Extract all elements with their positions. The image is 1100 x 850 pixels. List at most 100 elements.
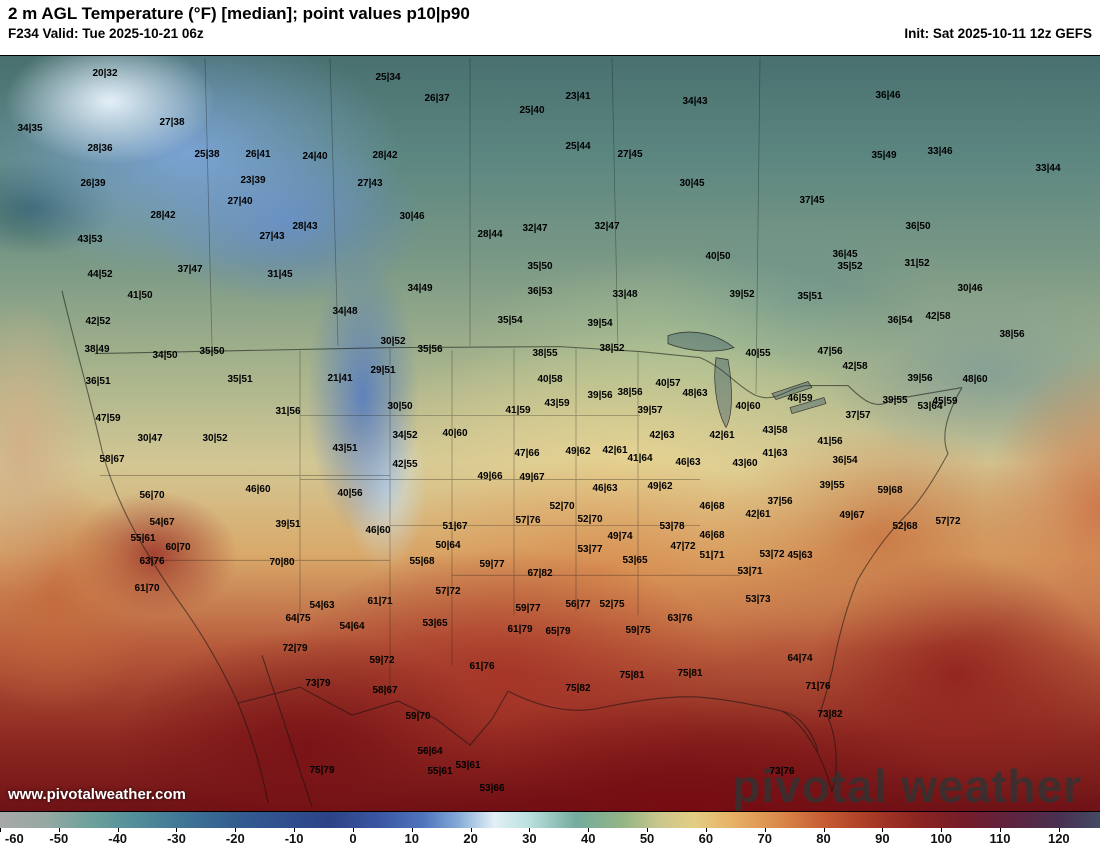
point-value-label: 75|81: [619, 670, 645, 681]
map-header: 2 m AGL Temperature (°F) [median]; point…: [0, 0, 1100, 56]
point-value-label: 75|81: [677, 668, 703, 679]
point-value-label: 27|40: [227, 196, 253, 207]
point-value-label: 64|75: [285, 613, 311, 624]
model-init-label: Init: Sat 2025-10-11 12z GEFS: [904, 26, 1092, 41]
point-value-label: 23|39: [240, 175, 266, 186]
point-value-label: 34|48: [332, 306, 358, 317]
point-value-label: 49|74: [607, 531, 633, 542]
point-value-label: 46|63: [675, 457, 701, 468]
point-value-label: 47|56: [817, 346, 843, 357]
point-value-label: 75|79: [309, 765, 335, 776]
point-value-label: 38|49: [84, 344, 110, 355]
temperature-shading: [0, 56, 1100, 811]
point-value-label: 21|41: [327, 373, 353, 384]
point-value-label: 61|71: [367, 596, 393, 607]
point-value-label: 36|45: [832, 249, 858, 260]
point-value-label: 26|37: [424, 93, 450, 104]
point-value-label: 45|63: [787, 550, 813, 561]
point-value-label: 25|34: [375, 72, 401, 83]
point-value-label: 51|67: [442, 521, 468, 532]
point-value-label: 47|59: [95, 413, 121, 424]
colorbar-tick-label: 20: [463, 831, 478, 846]
point-value-label: 59|70: [405, 711, 431, 722]
point-value-label: 35|52: [837, 261, 863, 272]
point-value-label: 59|75: [625, 625, 651, 636]
point-value-label: 73|76: [769, 766, 795, 777]
point-value-label: 32|47: [522, 223, 548, 234]
colorbar-tick: [235, 828, 237, 832]
point-value-label: 31|52: [904, 258, 930, 269]
point-value-label: 53|77: [577, 544, 603, 555]
point-value-label: 53|66: [479, 783, 505, 794]
colorbar-tick: [58, 828, 60, 832]
colorbar-tick: [176, 828, 178, 832]
point-value-label: 31|56: [275, 406, 301, 417]
point-value-label: 33|44: [1035, 163, 1061, 174]
point-value-label: 49|62: [565, 446, 591, 457]
point-value-label: 34|50: [152, 350, 178, 361]
point-value-label: 48|60: [962, 374, 988, 385]
point-value-label: 53|64: [917, 401, 943, 412]
point-value-label: 34|49: [407, 283, 433, 294]
colorbar-tick: [882, 828, 884, 832]
point-value-label: 47|66: [514, 448, 540, 459]
point-value-label: 29|51: [370, 365, 396, 376]
point-value-label: 35|54: [497, 315, 523, 326]
point-value-label: 39|54: [587, 318, 613, 329]
point-value-label: 53|61: [455, 760, 481, 771]
colorbar-tick: [294, 828, 296, 832]
point-value-label: 55|61: [130, 533, 156, 544]
point-value-label: 73|82: [817, 709, 843, 720]
point-value-label: 56|77: [565, 599, 591, 610]
point-value-label: 47|72: [670, 541, 696, 552]
point-value-label: 28|43: [292, 221, 318, 232]
point-value-label: 46|68: [699, 530, 725, 541]
point-value-label: 40|55: [745, 348, 771, 359]
point-value-label: 39|56: [587, 390, 613, 401]
colorbar-tick-label: 40: [581, 831, 596, 846]
point-value-label: 63|76: [139, 556, 165, 567]
point-value-label: 56|64: [417, 746, 443, 757]
point-value-label: 39|52: [729, 289, 755, 300]
point-value-label: 37|56: [767, 496, 793, 507]
point-value-label: 55|61: [427, 766, 453, 777]
point-value-label: 63|76: [667, 613, 693, 624]
point-value-label: 30|52: [380, 336, 406, 347]
colorbar-tick: [823, 828, 825, 832]
point-value-label: 49|67: [519, 472, 545, 483]
colorbar-tick: [588, 828, 590, 832]
forecast-valid-label: F234 Valid: Tue 2025-10-21 06z: [8, 26, 204, 41]
point-value-label: 35|49: [871, 150, 897, 161]
point-value-label: 28|36: [87, 143, 113, 154]
colorbar-tick: [470, 828, 472, 832]
colorbar-tick: [0, 828, 1, 832]
point-value-label: 53|73: [745, 594, 771, 605]
point-value-label: 26|41: [245, 149, 271, 160]
point-value-label: 54|67: [149, 517, 175, 528]
point-value-label: 75|82: [565, 683, 591, 694]
point-value-label: 38|55: [532, 348, 558, 359]
point-value-label: 33|48: [612, 289, 638, 300]
temperature-map[interactable]: 20|32 25|34 26|37 23|41 34|43 36|46 34|35 27|38…: [0, 56, 1100, 812]
colorbar-tick-label: 90: [875, 831, 890, 846]
colorbar-tick-label: -10: [284, 831, 304, 846]
point-value-label: 23|41: [565, 91, 591, 102]
point-value-label: 60|70: [165, 542, 191, 553]
colorbar-tick-label: 30: [522, 831, 537, 846]
point-value-label: 35|51: [797, 291, 823, 302]
colorbar-tick-label: 120: [1047, 831, 1070, 846]
point-value-label: 36|54: [832, 455, 858, 466]
point-value-label: 30|47: [137, 433, 163, 444]
point-value-label: 35|56: [417, 344, 443, 355]
point-value-label: 73|79: [305, 678, 331, 689]
website-watermark: www.pivotalweather.com: [8, 786, 186, 803]
point-value-label: 27|43: [357, 178, 383, 189]
point-value-label: 40|60: [735, 401, 761, 412]
colorbar-tick: [529, 828, 531, 832]
point-value-label: 39|55: [819, 480, 845, 491]
point-value-label: 48|63: [682, 388, 708, 399]
point-value-label: 40|56: [337, 488, 363, 499]
point-value-label: 33|46: [927, 146, 953, 157]
point-value-label: 39|56: [907, 373, 933, 384]
point-value-label: 42|63: [649, 430, 675, 441]
